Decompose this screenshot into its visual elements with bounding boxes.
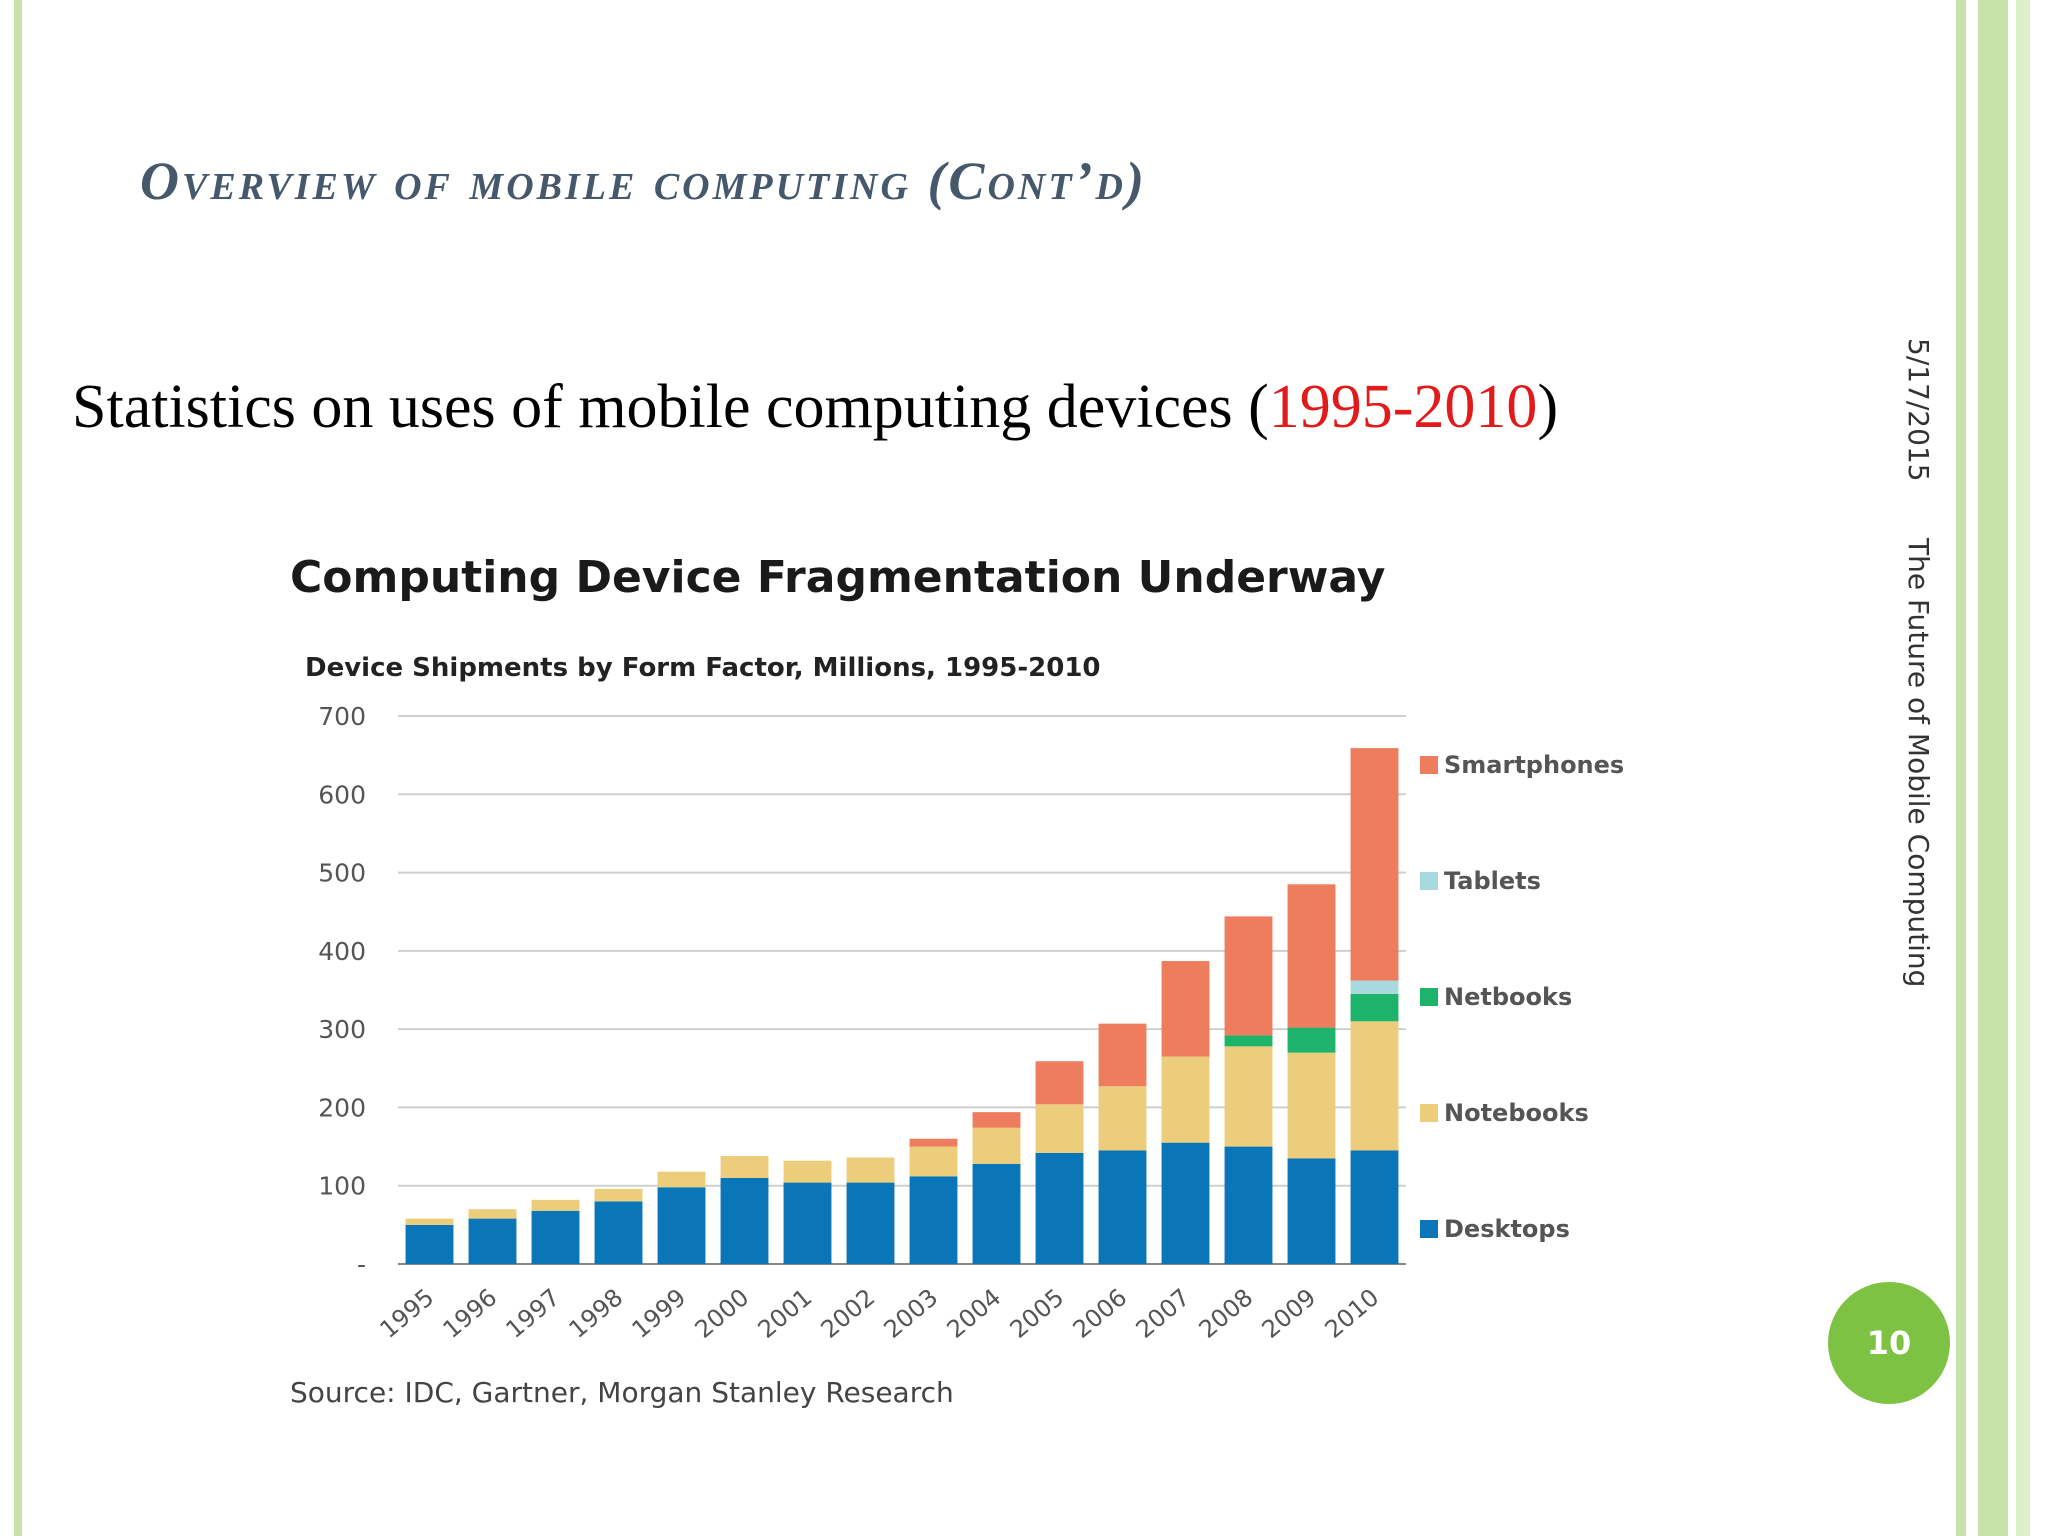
y-tick-label: 400	[318, 937, 366, 966]
bar-notebooks-2007	[1161, 1056, 1210, 1143]
bar-desktops-2009	[1287, 1158, 1336, 1264]
y-axis-ticks: - 100 200 300 400 500 600 700	[318, 702, 366, 1279]
legend-label-desktops: Desktops	[1444, 1215, 1570, 1243]
x-tick-label: 2002	[816, 1283, 881, 1344]
x-tick-label: 2000	[690, 1283, 755, 1344]
bar-desktops-1996	[468, 1218, 517, 1264]
bar-desktops-2004	[972, 1163, 1021, 1264]
slide-subtitle: Statistics on uses of mobile computing d…	[72, 372, 1558, 443]
x-tick-label: 1996	[438, 1283, 503, 1344]
bar-notebooks-1999	[657, 1171, 706, 1188]
subtitle-close: )	[1537, 373, 1559, 441]
y-tick-label: 100	[318, 1172, 366, 1201]
bar-netbooks-2010	[1350, 993, 1399, 1022]
bar-notebooks-2002	[846, 1157, 895, 1183]
bar-notebooks-2004	[972, 1127, 1021, 1164]
x-tick-label: 1999	[627, 1283, 692, 1344]
bar-smartphones-2005	[1035, 1061, 1084, 1105]
y-tick-label: 300	[318, 1015, 366, 1044]
bar-smartphones-2007	[1161, 961, 1210, 1057]
bar-notebooks-2001	[783, 1160, 832, 1183]
y-tick-label: 700	[318, 702, 366, 731]
legend-swatch-desktops	[1420, 1220, 1438, 1238]
bar-notebooks-1995	[405, 1218, 454, 1225]
chart-subtitle: Device Shipments by Form Factor, Million…	[305, 653, 1101, 683]
bar-tablets-2010	[1350, 980, 1399, 994]
bar-smartphones-2003	[909, 1138, 958, 1147]
slide-date: 5/17/2015	[1902, 338, 1935, 482]
x-tick-label: 1995	[375, 1283, 440, 1344]
x-tick-label: 2004	[942, 1283, 1007, 1344]
y-tick-label: 500	[318, 859, 366, 888]
bar-notebooks-2008	[1224, 1046, 1273, 1147]
bar-desktops-2001	[783, 1182, 832, 1264]
bar-notebooks-2000	[720, 1155, 769, 1178]
page-number-badge: 10	[1828, 1282, 1950, 1404]
x-tick-label: 2007	[1131, 1283, 1196, 1344]
bar-desktops-2006	[1098, 1150, 1147, 1264]
bar-desktops-1999	[657, 1187, 706, 1264]
bar-desktops-1995	[405, 1224, 454, 1264]
chart-title: Computing Device Fragmentation Underway	[290, 552, 1385, 603]
left-decorative-rule	[14, 0, 22, 1536]
bar-desktops-2000	[720, 1177, 769, 1264]
bar-smartphones-2006	[1098, 1023, 1147, 1087]
slide-footer: The Future of Mobile Computing	[1902, 538, 1935, 988]
legend-label-notebooks: Notebooks	[1444, 1099, 1589, 1127]
x-tick-label: 2006	[1068, 1283, 1133, 1344]
bar-desktops-2005	[1035, 1152, 1084, 1264]
bar-desktops-2008	[1224, 1146, 1273, 1264]
legend-label-netbooks: Netbooks	[1444, 983, 1572, 1011]
y-tick-label: 600	[318, 780, 366, 809]
right-decorative-band	[1978, 0, 2008, 1536]
bars	[405, 748, 1399, 1264]
x-tick-label: 2001	[753, 1283, 818, 1344]
y-tick-label: -	[357, 1250, 366, 1279]
chart-source: Source: IDC, Gartner, Morgan Stanley Res…	[290, 1376, 954, 1409]
x-tick-label: 2005	[1005, 1283, 1070, 1344]
bar-notebooks-1996	[468, 1209, 517, 1219]
bar-desktops-2002	[846, 1182, 895, 1264]
bar-smartphones-2010	[1350, 748, 1399, 981]
bar-notebooks-1997	[531, 1199, 580, 1211]
x-tick-label: 1997	[501, 1283, 566, 1344]
bar-desktops-2010	[1350, 1150, 1399, 1264]
legend-swatch-tablets	[1420, 872, 1438, 890]
legend-swatch-netbooks	[1420, 988, 1438, 1006]
bar-desktops-1998	[594, 1201, 643, 1264]
legend-label-smartphones: Smartphones	[1444, 751, 1624, 779]
legend-label-tablets: Tablets	[1444, 867, 1541, 895]
x-tick-label: 2010	[1320, 1283, 1385, 1344]
bar-smartphones-2008	[1224, 916, 1273, 1036]
right-decorative-rule	[1956, 0, 1966, 1536]
legend: Smartphones Tablets Netbooks Notebooks Deskt…	[1420, 751, 1624, 1243]
bar-desktops-2007	[1161, 1142, 1210, 1264]
bar-smartphones-2004	[972, 1112, 1021, 1128]
bar-netbooks-2009	[1287, 1027, 1336, 1053]
x-tick-label: 2003	[879, 1283, 944, 1344]
bar-notebooks-1998	[594, 1188, 643, 1202]
y-tick-label: 200	[318, 1093, 366, 1122]
legend-swatch-notebooks	[1420, 1104, 1438, 1122]
bar-smartphones-2009	[1287, 884, 1336, 1028]
bar-notebooks-2003	[909, 1146, 958, 1177]
bar-desktops-2003	[909, 1176, 958, 1264]
right-decorative-edge	[2016, 0, 2030, 1536]
bar-notebooks-2010	[1350, 1021, 1399, 1151]
x-tick-label: 1998	[564, 1283, 629, 1344]
bar-desktops-1997	[531, 1210, 580, 1264]
legend-swatch-smartphones	[1420, 756, 1438, 774]
x-tick-label: 2009	[1257, 1283, 1322, 1344]
bar-notebooks-2006	[1098, 1086, 1147, 1151]
subtitle-text: Statistics on uses of mobile computing d…	[72, 373, 1269, 441]
subtitle-years: 1995-2010	[1268, 373, 1538, 441]
x-axis-ticks: 1995199619971998199920002001200220032004…	[375, 1283, 1385, 1344]
bar-notebooks-2005	[1035, 1104, 1084, 1153]
slide-title: Overview of mobile computing (Cont’d)	[140, 151, 1147, 211]
bar-netbooks-2008	[1224, 1035, 1273, 1047]
x-tick-label: 2008	[1194, 1283, 1259, 1344]
bar-notebooks-2009	[1287, 1052, 1336, 1159]
